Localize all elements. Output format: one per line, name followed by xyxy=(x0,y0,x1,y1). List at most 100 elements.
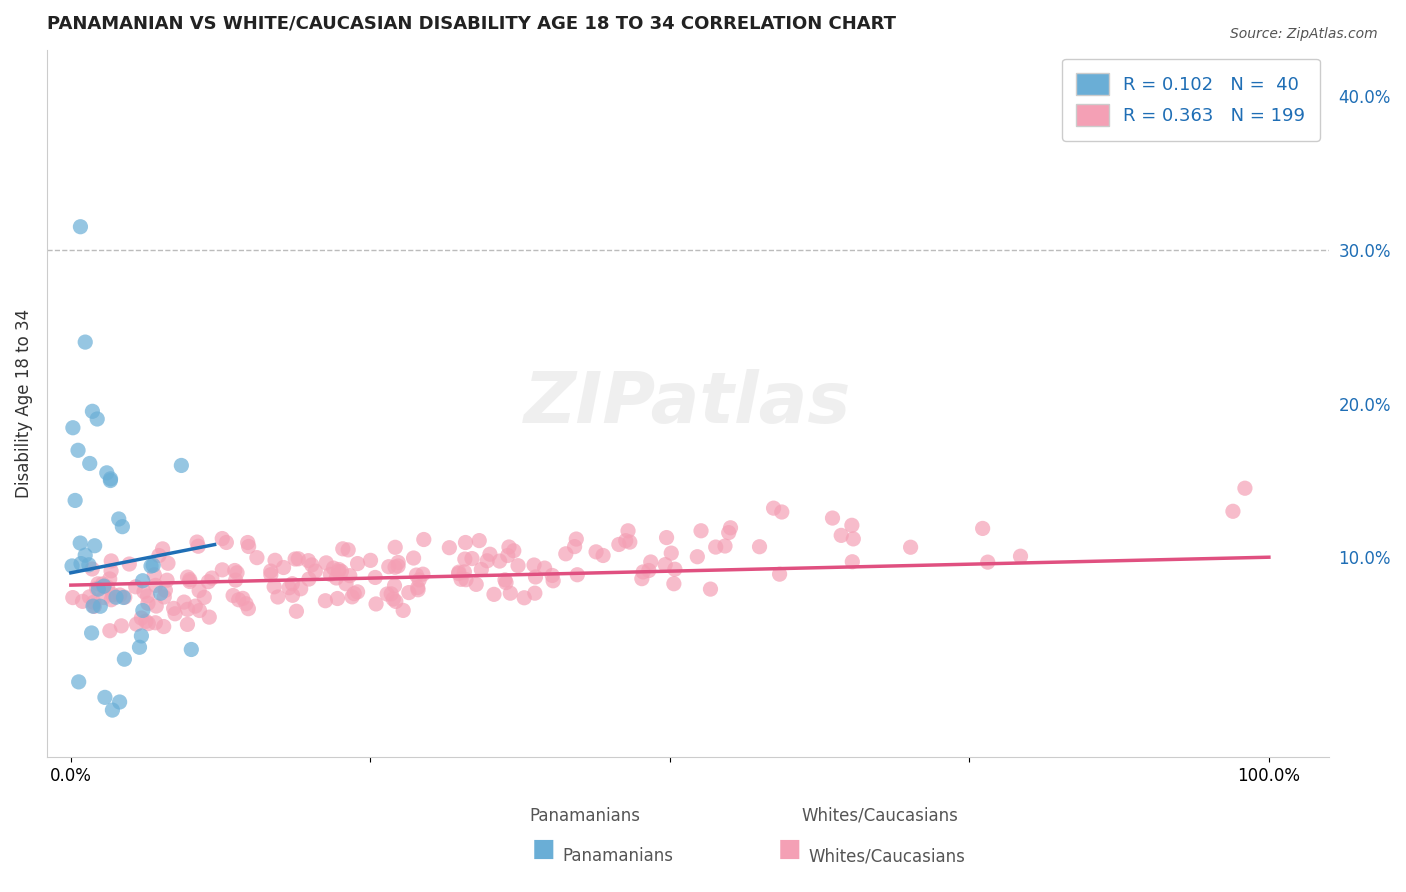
Point xyxy=(513,591,536,605)
Point xyxy=(335,576,357,591)
Point xyxy=(284,552,307,566)
Point xyxy=(79,457,101,471)
Point xyxy=(75,335,97,350)
Point xyxy=(524,570,547,584)
Point xyxy=(139,559,162,574)
Point xyxy=(328,562,350,576)
Point xyxy=(478,547,501,561)
Point xyxy=(378,559,401,574)
Point xyxy=(111,519,134,533)
Point xyxy=(211,563,233,577)
Point xyxy=(193,591,215,605)
Point xyxy=(93,580,115,594)
Point xyxy=(236,535,259,549)
Point xyxy=(173,595,195,609)
Point xyxy=(187,539,209,553)
Point xyxy=(387,556,409,570)
Point xyxy=(297,554,319,568)
Point xyxy=(83,599,105,614)
Point xyxy=(96,466,118,480)
Point xyxy=(86,412,108,426)
Point xyxy=(567,567,589,582)
Point xyxy=(384,579,406,593)
Point xyxy=(83,595,105,609)
Point xyxy=(67,674,90,689)
Point xyxy=(332,541,354,556)
Point xyxy=(619,535,641,549)
Point xyxy=(364,570,387,584)
Point xyxy=(62,591,84,605)
Point xyxy=(136,616,159,631)
Point xyxy=(75,548,97,562)
Point xyxy=(453,565,475,579)
Point xyxy=(69,536,91,550)
Point xyxy=(328,565,350,579)
Point xyxy=(69,219,91,234)
Point xyxy=(82,404,104,418)
Point xyxy=(523,558,546,572)
Point xyxy=(340,590,363,604)
Point xyxy=(748,540,770,554)
Point xyxy=(285,604,308,618)
Point xyxy=(100,474,122,488)
Point xyxy=(380,587,402,601)
Point xyxy=(977,555,1000,569)
Point xyxy=(104,591,127,605)
Point xyxy=(267,590,290,604)
Point xyxy=(145,615,167,630)
Point xyxy=(614,533,637,548)
Point xyxy=(152,541,174,556)
Point xyxy=(226,566,249,580)
Point xyxy=(198,610,221,624)
Point xyxy=(465,577,488,591)
Point xyxy=(91,577,114,591)
Point xyxy=(79,590,101,604)
Point xyxy=(260,564,283,578)
Point xyxy=(454,535,477,549)
Point xyxy=(541,568,564,582)
Point xyxy=(98,624,121,638)
Point xyxy=(717,525,740,540)
Point xyxy=(392,603,415,617)
Point xyxy=(406,581,429,595)
Text: Whites/Caucasians: Whites/Caucasians xyxy=(801,807,959,825)
Point xyxy=(93,591,115,605)
Point xyxy=(215,535,238,549)
Text: PANAMANIAN VS WHITE/CAUCASIAN DISABILITY AGE 18 TO 34 CORRELATION CHART: PANAMANIAN VS WHITE/CAUCASIAN DISABILITY… xyxy=(46,15,896,33)
Point xyxy=(72,594,94,608)
Point xyxy=(97,580,120,594)
Point xyxy=(197,574,219,589)
Point xyxy=(482,587,505,601)
Point xyxy=(155,583,177,598)
Point xyxy=(112,652,135,666)
Point xyxy=(228,592,250,607)
Point xyxy=(287,551,309,566)
Point xyxy=(118,557,141,571)
Point xyxy=(1222,504,1244,518)
Point xyxy=(176,617,198,632)
Point xyxy=(364,597,387,611)
Point xyxy=(188,583,211,598)
Point xyxy=(125,580,148,594)
Point xyxy=(304,564,326,578)
Point xyxy=(343,587,366,601)
Point xyxy=(235,597,257,611)
Point xyxy=(136,589,159,603)
Point xyxy=(100,592,122,607)
Point xyxy=(631,572,654,586)
Point xyxy=(246,550,269,565)
Point xyxy=(80,626,103,640)
Point xyxy=(454,552,477,566)
Point xyxy=(128,640,150,655)
Point xyxy=(100,554,122,568)
Point xyxy=(156,573,179,587)
Point xyxy=(704,540,727,554)
Point xyxy=(179,573,201,587)
Point xyxy=(475,554,498,568)
Point xyxy=(412,533,434,547)
Point xyxy=(387,559,409,574)
Point xyxy=(565,532,588,546)
Point xyxy=(63,493,86,508)
Text: Whites/Caucasians: Whites/Caucasians xyxy=(808,847,966,865)
Point xyxy=(176,570,198,584)
